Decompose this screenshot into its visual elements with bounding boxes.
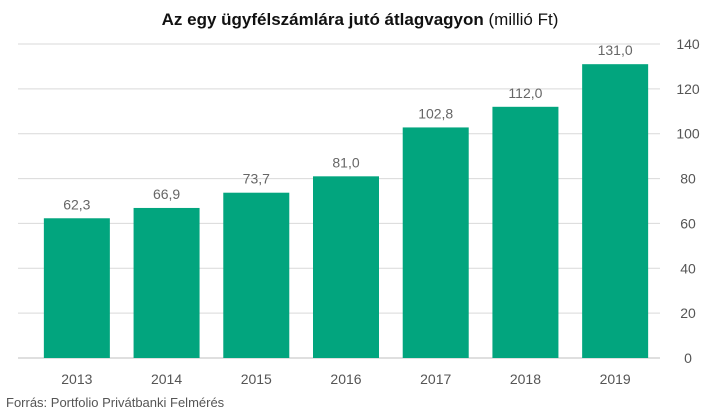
bar-value-label: 62,3 (63, 196, 90, 212)
bar-value-label: 112,0 (508, 85, 542, 101)
bar (223, 192, 290, 358)
x-tick-label: 2015 (241, 371, 272, 387)
y-tick-label: 0 (684, 350, 692, 366)
chart-title: Az egy ügyfélszámlára jutó átlagvagyon (… (0, 10, 720, 30)
y-tick-label: 40 (680, 260, 696, 276)
bar (402, 127, 469, 358)
y-tick-label: 80 (680, 171, 696, 187)
bar (582, 64, 649, 358)
bar-value-label: 102,8 (418, 105, 453, 121)
y-tick-label: 60 (680, 215, 696, 231)
bar (133, 207, 200, 358)
bar-value-label: 131,0 (598, 42, 633, 58)
x-tick-label: 2014 (151, 371, 182, 387)
x-tick-label: 2019 (600, 371, 631, 387)
x-tick-label: 2016 (330, 371, 361, 387)
chart-title-unit: (millió Ft) (488, 10, 559, 29)
bar (313, 176, 379, 358)
bar-value-label: 66,9 (153, 186, 180, 202)
x-tick-label: 2013 (61, 371, 92, 387)
x-tick-label: 2018 (510, 371, 541, 387)
y-tick-label: 20 (680, 305, 696, 321)
y-tick-label: 100 (676, 126, 700, 142)
bar (492, 106, 559, 358)
bar-value-label: 73,7 (243, 171, 270, 187)
y-tick-label: 120 (676, 81, 700, 97)
source-note: Forrás: Portfolio Privátbanki Felmérés (6, 395, 225, 410)
bar-value-label: 81,0 (332, 154, 359, 170)
y-tick-label: 140 (676, 36, 700, 52)
chart-title-main: Az egy ügyfélszámlára jutó átlagvagyon (161, 10, 484, 29)
x-tick-label: 2017 (420, 371, 451, 387)
bar (43, 218, 110, 358)
